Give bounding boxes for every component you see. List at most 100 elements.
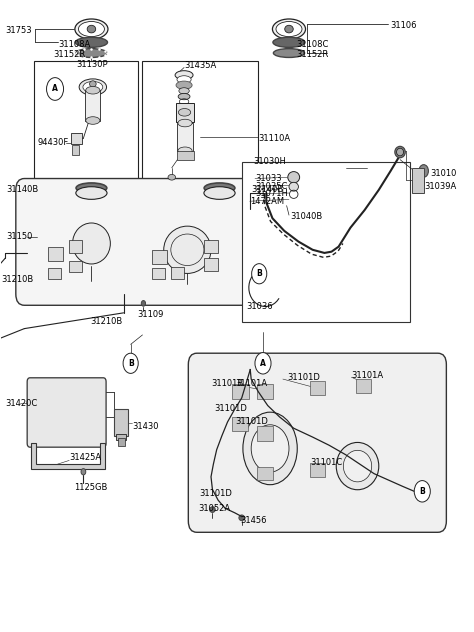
Text: 31101C: 31101C [310,458,343,467]
Bar [310,463,325,477]
Text: 31425A: 31425A [69,453,101,463]
Text: 1472AM: 1472AM [250,197,284,206]
Ellipse shape [343,451,372,482]
Ellipse shape [86,117,100,125]
FancyBboxPatch shape [16,178,269,305]
Ellipse shape [176,81,192,89]
Text: 31101D: 31101D [199,489,232,499]
Ellipse shape [289,182,299,191]
Ellipse shape [239,515,245,521]
Ellipse shape [273,19,306,39]
Text: 31101A: 31101A [351,371,383,380]
Bar [204,240,218,253]
Ellipse shape [273,49,305,58]
Text: 31010: 31010 [430,169,456,178]
Bar [175,103,193,122]
Bar [232,417,248,431]
Text: 31106: 31106 [391,21,417,30]
Text: 1125GB: 1125GB [74,483,107,492]
Text: 31052A: 31052A [198,504,230,513]
Bar [232,384,249,399]
Text: 31456: 31456 [240,516,267,525]
Bar [143,61,258,180]
Text: 31108C: 31108C [296,40,328,49]
Ellipse shape [75,19,108,39]
Text: B: B [256,269,262,278]
Text: 31030H: 31030H [254,157,286,166]
Text: 94430F: 94430F [37,138,69,147]
Text: 31110A: 31110A [259,134,291,143]
Text: 31753: 31753 [5,27,32,35]
Ellipse shape [243,412,297,485]
Bar [116,434,126,441]
Bar [85,90,100,121]
Text: 31140B: 31140B [252,185,284,195]
Bar [257,426,273,441]
Ellipse shape [397,149,403,156]
Text: 31033: 31033 [255,174,282,183]
FancyBboxPatch shape [27,378,106,447]
Ellipse shape [76,49,107,58]
Bar [257,467,273,480]
Ellipse shape [179,88,189,94]
Ellipse shape [78,21,104,37]
Bar [171,267,184,279]
Bar [177,152,194,160]
Ellipse shape [285,25,293,33]
Circle shape [414,480,430,502]
Bar [177,123,193,151]
Text: 31101D: 31101D [288,373,320,382]
Ellipse shape [288,172,300,183]
Text: 31210B: 31210B [91,317,123,325]
Bar [118,439,125,446]
Ellipse shape [90,81,96,87]
Ellipse shape [204,183,235,193]
Bar [69,240,82,253]
Ellipse shape [87,25,96,33]
Text: 31101D: 31101D [236,418,268,427]
Ellipse shape [204,186,235,199]
Bar [356,379,371,393]
Ellipse shape [76,183,107,193]
Ellipse shape [73,223,110,264]
Bar [114,410,128,436]
Circle shape [123,353,138,374]
Text: 31109: 31109 [137,310,164,319]
Ellipse shape [75,37,108,47]
Text: 31152R: 31152R [54,50,86,59]
Bar [48,268,61,279]
Text: A: A [52,85,58,94]
Text: 31150: 31150 [6,232,33,241]
Ellipse shape [273,37,305,47]
Ellipse shape [141,301,146,307]
Ellipse shape [83,82,103,93]
Circle shape [46,78,64,100]
Text: 31039A: 31039A [425,182,457,191]
Bar [257,384,273,399]
Ellipse shape [178,119,192,127]
Ellipse shape [276,21,302,37]
Ellipse shape [76,186,107,199]
Text: 31035C: 31035C [255,181,287,191]
Text: 31101B: 31101B [211,379,243,388]
Ellipse shape [419,165,428,177]
Text: 31152R: 31152R [296,51,328,59]
Text: 31210B: 31210B [1,275,34,284]
Ellipse shape [175,71,193,80]
Text: 31420C: 31420C [5,399,37,408]
Text: A: A [260,359,266,368]
Text: 31071H: 31071H [255,189,288,198]
Ellipse shape [79,79,107,95]
Bar [412,168,424,193]
Text: 31430: 31430 [132,422,159,431]
Bar [48,246,63,260]
Ellipse shape [210,507,215,513]
Bar [310,381,325,395]
Ellipse shape [178,147,192,155]
Ellipse shape [178,109,191,116]
Polygon shape [31,444,105,468]
FancyBboxPatch shape [188,353,447,532]
Bar [72,145,79,155]
Bar [69,260,82,272]
Text: 31036: 31036 [246,302,273,311]
